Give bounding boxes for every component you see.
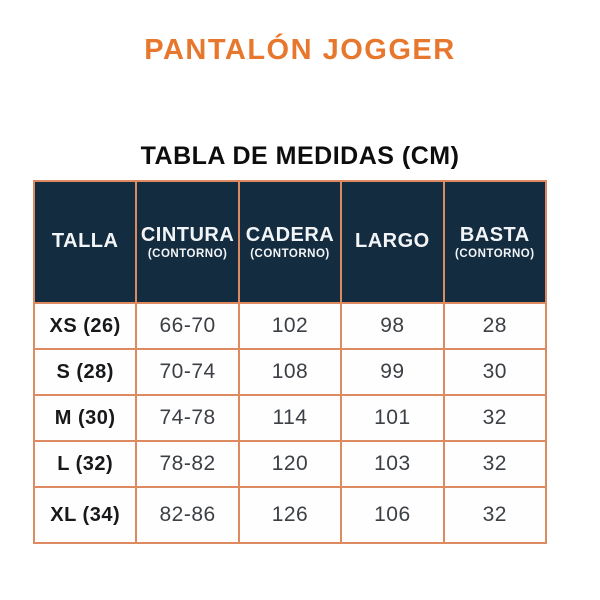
cell-cintura: 78-82: [135, 440, 240, 488]
size-table-body: XS (26) 66-70 102 98 28 S (28) 70-74 108…: [32, 302, 548, 544]
cell-largo: 101: [340, 394, 445, 442]
cell-cadera: 120: [237, 440, 343, 488]
header-sublabel: (CONTORNO): [250, 248, 330, 260]
cell-talla: S (28): [32, 348, 138, 396]
cell-basta: 32: [442, 394, 548, 442]
header-cell-cadera: CADERA (CONTORNO): [237, 180, 343, 304]
table-row: M (30) 74-78 114 101 32: [32, 394, 548, 442]
table-title: TABLA DE MEDIDAS (CM): [140, 142, 460, 170]
cell-cintura: 82-86: [135, 486, 240, 544]
header-label: CINTURA: [140, 224, 235, 246]
cell-basta: 32: [442, 486, 548, 544]
header-sublabel: (CONTORNO): [455, 248, 535, 260]
header-label: BASTA: [459, 224, 530, 246]
size-table: TALLA CINTURA (CONTORNO) CADERA (CONTORN…: [32, 180, 548, 544]
table-row: L (32) 78-82 120 103 32: [32, 440, 548, 488]
header-cell-basta: BASTA (CONTORNO): [442, 180, 548, 304]
cell-talla: XL (34): [32, 486, 138, 544]
cell-basta: 32: [442, 440, 548, 488]
cell-largo: 103: [340, 440, 445, 488]
header-label: TALLA: [51, 230, 119, 252]
table-row: S (28) 70-74 108 99 30: [32, 348, 548, 396]
table-row: XL (34) 82-86 126 106 32: [32, 486, 548, 544]
cell-largo: 99: [340, 348, 445, 396]
cell-cintura: 70-74: [135, 348, 240, 396]
cell-cintura: 66-70: [135, 302, 240, 350]
cell-cadera: 108: [237, 348, 343, 396]
cell-talla: XS (26): [32, 302, 138, 350]
header-sublabel: (CONTORNO): [147, 248, 228, 260]
cell-basta: 28: [442, 302, 548, 350]
header-label: CADERA: [245, 224, 335, 246]
cell-cadera: 114: [237, 394, 343, 442]
page-title: PANTALÓN JOGGER: [144, 34, 456, 66]
cell-talla: L (32): [32, 440, 138, 488]
header-cell-cintura: CINTURA (CONTORNO): [135, 180, 240, 304]
header-cell-largo: LARGO: [340, 180, 445, 304]
header-label: LARGO: [355, 230, 430, 252]
header-cell-talla: TALLA: [32, 180, 138, 304]
cell-basta: 30: [442, 348, 548, 396]
cell-largo: 106: [340, 486, 445, 544]
cell-cintura: 74-78: [135, 394, 240, 442]
header-row: TALLA CINTURA (CONTORNO) CADERA (CONTORN…: [32, 180, 548, 304]
cell-cadera: 126: [237, 486, 343, 544]
cell-talla: M (30): [32, 394, 138, 442]
cell-cadera: 102: [237, 302, 343, 350]
table-row: XS (26) 66-70 102 98 28: [32, 302, 548, 350]
size-table-header: TALLA CINTURA (CONTORNO) CADERA (CONTORN…: [32, 180, 548, 304]
cell-largo: 98: [340, 302, 445, 350]
